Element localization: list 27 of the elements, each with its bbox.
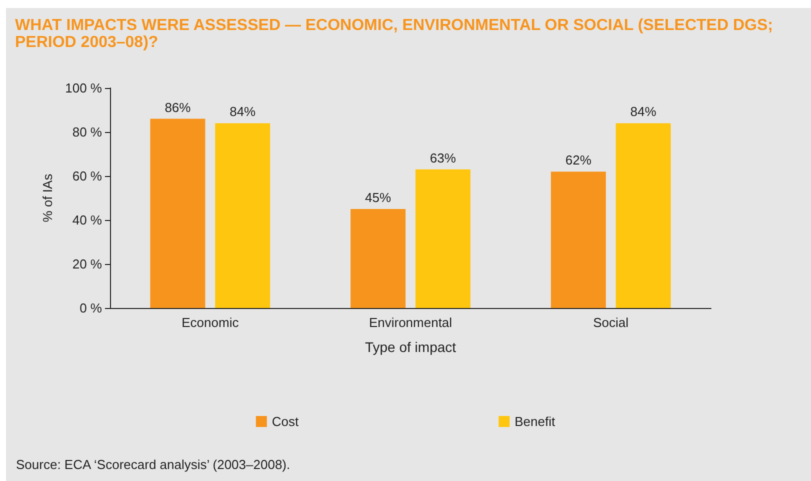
- bar: [350, 209, 406, 308]
- data-label: 86%: [164, 100, 192, 115]
- bar: [150, 118, 206, 308]
- bar: [215, 123, 270, 308]
- y-tick-label: 60 %: [72, 168, 102, 184]
- x-tick-label: Social: [593, 315, 629, 330]
- source-note: Source: ECA ‘Scorecard analysis’ (2003–2008).: [16, 457, 290, 472]
- legend-label: Cost: [272, 414, 300, 429]
- legend-label: Benefit: [514, 414, 556, 429]
- bar: [550, 172, 606, 308]
- y-tick-label: 100 %: [65, 80, 102, 96]
- y-tick-label: 40 %: [72, 212, 102, 228]
- x-tick-label: Economic: [182, 315, 240, 330]
- y-tick-label: 0 %: [80, 300, 102, 316]
- data-label: 62%: [565, 152, 592, 168]
- bar: [415, 169, 470, 308]
- data-label: 63%: [430, 150, 456, 166]
- y-tick-label: 80 %: [72, 124, 102, 140]
- data-label: 84%: [630, 104, 657, 120]
- chart-title: WHAT IMPACTS WERE ASSESSED — ECONOMIC, ENVIRONMENTAL OR SOCIAL (SELECTED DGS; PERIOD 2003–08)?: [15, 17, 778, 51]
- data-label: 84%: [230, 104, 256, 120]
- x-axis-title: Type of impact: [364, 339, 456, 355]
- data-label: 45%: [365, 190, 392, 205]
- x-tick-label: Environmental: [368, 315, 452, 330]
- bar: [616, 123, 671, 308]
- y-axis-title: % of IAs: [40, 173, 56, 222]
- y-tick-label: 20 %: [72, 256, 102, 272]
